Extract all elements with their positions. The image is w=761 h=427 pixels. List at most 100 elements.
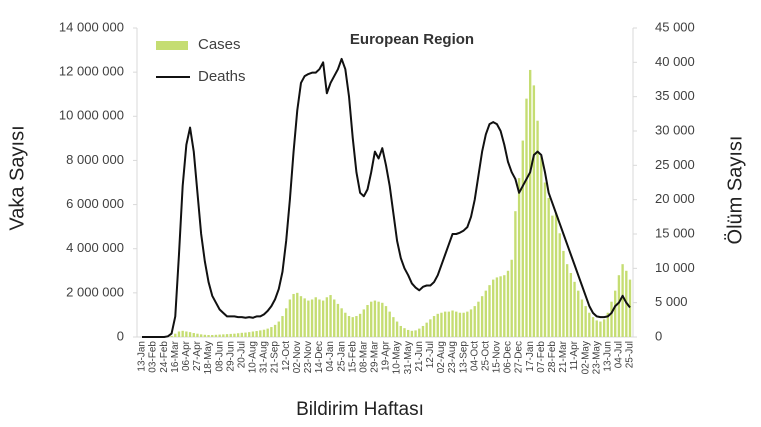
x-tick-label: 15-Nov [492,341,503,373]
bar [432,316,436,337]
x-tick-label: 19-Apr [381,340,392,371]
x-tick-label: 10-May [392,341,403,374]
bar [484,290,488,337]
bar [569,272,573,337]
x-tick-label: 21-Sep [270,341,281,374]
bar [321,300,325,337]
bar [262,329,266,337]
bar [499,276,502,337]
bar [599,321,602,337]
y2-tick-label: 5 000 [655,294,688,309]
bar [358,313,362,337]
bar [458,312,462,337]
bar [562,250,565,337]
bar [517,178,521,337]
bar [344,312,347,337]
bar [469,309,473,337]
bar [222,334,225,337]
x-tick-label: 25-Oct [480,341,491,371]
y2-tick-label: 15 000 [655,225,695,240]
bar [373,300,377,337]
bar [540,156,543,337]
bar [248,332,251,337]
x-tick-label: 04-Jan [325,341,336,372]
y-tick-label: 2 000 000 [66,284,124,299]
bar [174,333,177,337]
bar [229,333,232,337]
x-tick-label: 24-Feb [159,341,170,373]
bar [429,319,432,337]
bar [377,301,380,337]
legend-label: Cases [198,36,241,53]
bar [628,279,632,337]
bar [251,331,255,337]
x-tick-label: 27-Apr [192,340,203,371]
bar [277,321,280,337]
bar [403,328,406,337]
y2-tick-label: 30 000 [655,122,695,137]
x-tick-label: 23-Nov [303,341,314,373]
bar [492,279,495,337]
bar [425,322,428,337]
y-tick-label: 10 000 000 [59,108,124,123]
bar [284,308,288,337]
y-axis-title: Vaka Sayısı [6,125,28,230]
bar [384,306,388,337]
x-tick-label: 31-May [403,341,414,374]
bar [554,213,558,337]
bar [181,330,184,337]
x-tick-label: 25-Jul [625,341,636,368]
x-tick-label: 18-May [203,341,214,374]
x-tick-label: 27-Dec [514,341,525,373]
bar [203,334,207,337]
bar [225,334,229,337]
bar [188,332,192,337]
x-tick-label: 02-Aug [436,341,447,373]
bar [273,324,277,337]
bar [606,312,610,337]
x-tick-label: 08-Mar [358,340,369,372]
y2-tick-label: 35 000 [655,88,695,103]
bar [196,333,199,337]
bar [588,312,591,337]
bar [362,309,366,337]
x-tick-label: 04-Oct [469,341,480,371]
y2-tick-label: 25 000 [655,157,695,172]
x-tick-label: 12-Oct [281,341,292,371]
x-tick-label: 17-Jan [525,341,536,372]
x-tick-label: 13-Jan [137,341,148,372]
bar [565,264,569,337]
x-tick-label: 21-Jun [414,341,425,372]
bar [558,233,561,337]
bar [388,311,391,337]
x-tick-label: 13-Jun [602,341,613,372]
bar [510,259,513,337]
y2-tick-label: 20 000 [655,191,695,206]
x-tick-label: 11-Apr [569,340,580,370]
y-tick-label: 6 000 000 [66,196,124,211]
x-tick-label: 28-Feb [547,341,558,373]
x-tick-label: 02-May [580,341,591,374]
bar [528,69,532,337]
x-tick-label: 06-Apr [181,340,192,371]
bar [336,303,340,337]
bar [381,302,384,337]
bar [244,332,247,337]
bar [447,311,451,337]
bar [307,300,310,337]
bar [495,277,499,337]
bar [436,313,439,337]
bar [577,290,580,337]
y2-tick-label: 40 000 [655,54,695,69]
bar [584,306,587,337]
x-tick-label: 10-Aug [248,341,259,373]
bar [525,98,528,337]
bar [314,297,317,337]
bar [399,325,402,337]
bar [418,328,421,337]
bar [340,308,343,337]
bar [236,333,240,337]
bar [443,311,447,337]
bar [455,311,458,337]
bar [595,320,598,337]
